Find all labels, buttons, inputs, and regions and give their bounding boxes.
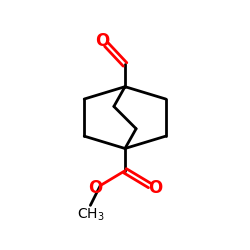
Text: O: O	[95, 32, 109, 50]
Text: CH$_3$: CH$_3$	[76, 206, 104, 223]
Text: O: O	[148, 178, 162, 196]
Text: O: O	[88, 178, 102, 196]
